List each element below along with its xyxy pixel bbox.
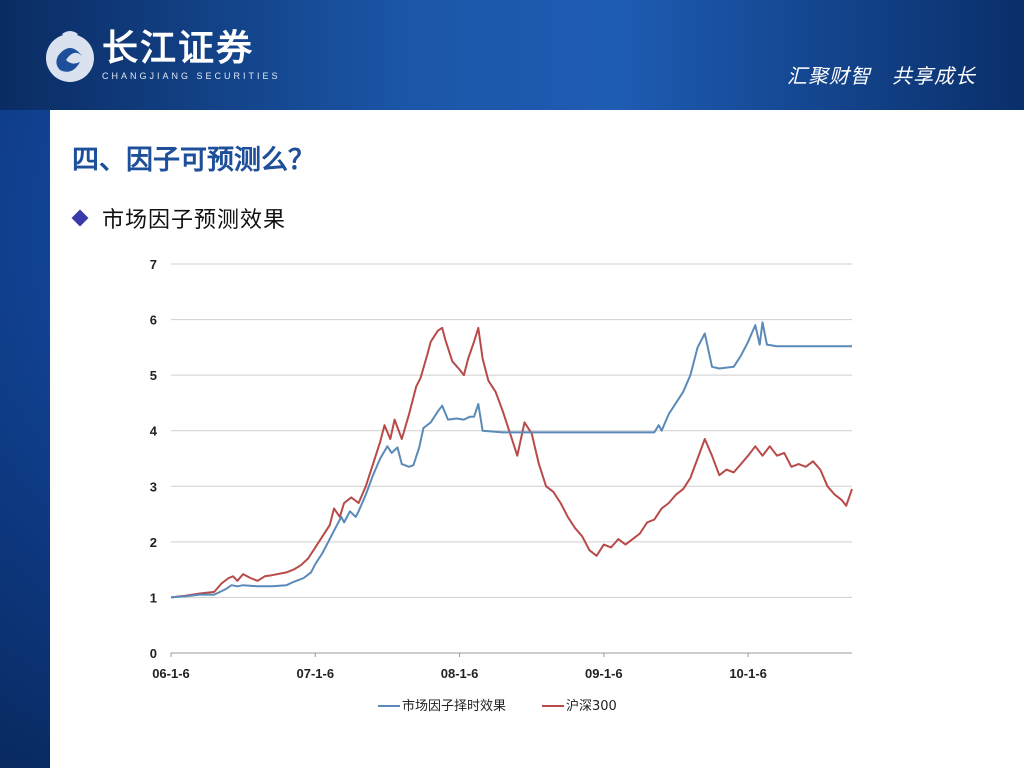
x-tick-label: 08-1-6 bbox=[441, 666, 479, 681]
logo-english-text: CHANGJIANG SECURITIES bbox=[102, 71, 281, 81]
bullet-item: 市场因子预测效果 bbox=[71, 202, 287, 234]
chart-series bbox=[170, 321, 853, 599]
x-tick-label: 06-1-6 bbox=[152, 666, 190, 681]
series-line bbox=[170, 326, 853, 599]
logo-chinese-text: 长江证券 bbox=[102, 28, 255, 69]
legend-label: 市场因子择时效果 bbox=[402, 698, 506, 714]
logo-emblem-icon bbox=[44, 26, 96, 84]
y-tick-label: 3 bbox=[150, 479, 157, 494]
y-axis-ticks: 0 1 2 3 4 5 6 7 bbox=[150, 257, 158, 661]
y-tick-label: 6 bbox=[150, 313, 157, 328]
y-tick-label: 0 bbox=[150, 646, 157, 661]
bullet-text: 市场因子预测效果 bbox=[102, 208, 287, 233]
company-logo: 长江证券 CHANGJIANG SECURITIES bbox=[44, 26, 281, 84]
slogan: 汇聚财智 共享成长 bbox=[787, 64, 976, 88]
slide-title: 四、因子可预测么？ bbox=[72, 145, 315, 176]
x-tick-label: 07-1-6 bbox=[296, 666, 334, 681]
series-line bbox=[170, 321, 852, 599]
y-tick-label: 1 bbox=[150, 590, 157, 605]
diamond-bullet-icon bbox=[71, 209, 89, 227]
y-tick-label: 2 bbox=[150, 535, 157, 550]
legend-label: 沪深300 bbox=[566, 698, 617, 714]
chart-legend: 市场因子择时效果 沪深300 bbox=[378, 698, 617, 714]
header-bar: 长江证券 CHANGJIANG SECURITIES 汇聚财智 共享成长 bbox=[0, 0, 1024, 110]
slide-content-area bbox=[50, 110, 1024, 768]
y-tick-label: 4 bbox=[150, 424, 158, 439]
x-axis-ticks: 06-1-6 07-1-6 08-1-6 09-1-6 10-1-6 bbox=[152, 666, 767, 681]
y-tick-label: 5 bbox=[150, 368, 157, 383]
y-tick-label: 7 bbox=[150, 257, 157, 272]
chart-grid bbox=[170, 263, 852, 657]
x-tick-label: 09-1-6 bbox=[585, 666, 623, 681]
x-tick-label: 10-1-6 bbox=[729, 666, 767, 681]
